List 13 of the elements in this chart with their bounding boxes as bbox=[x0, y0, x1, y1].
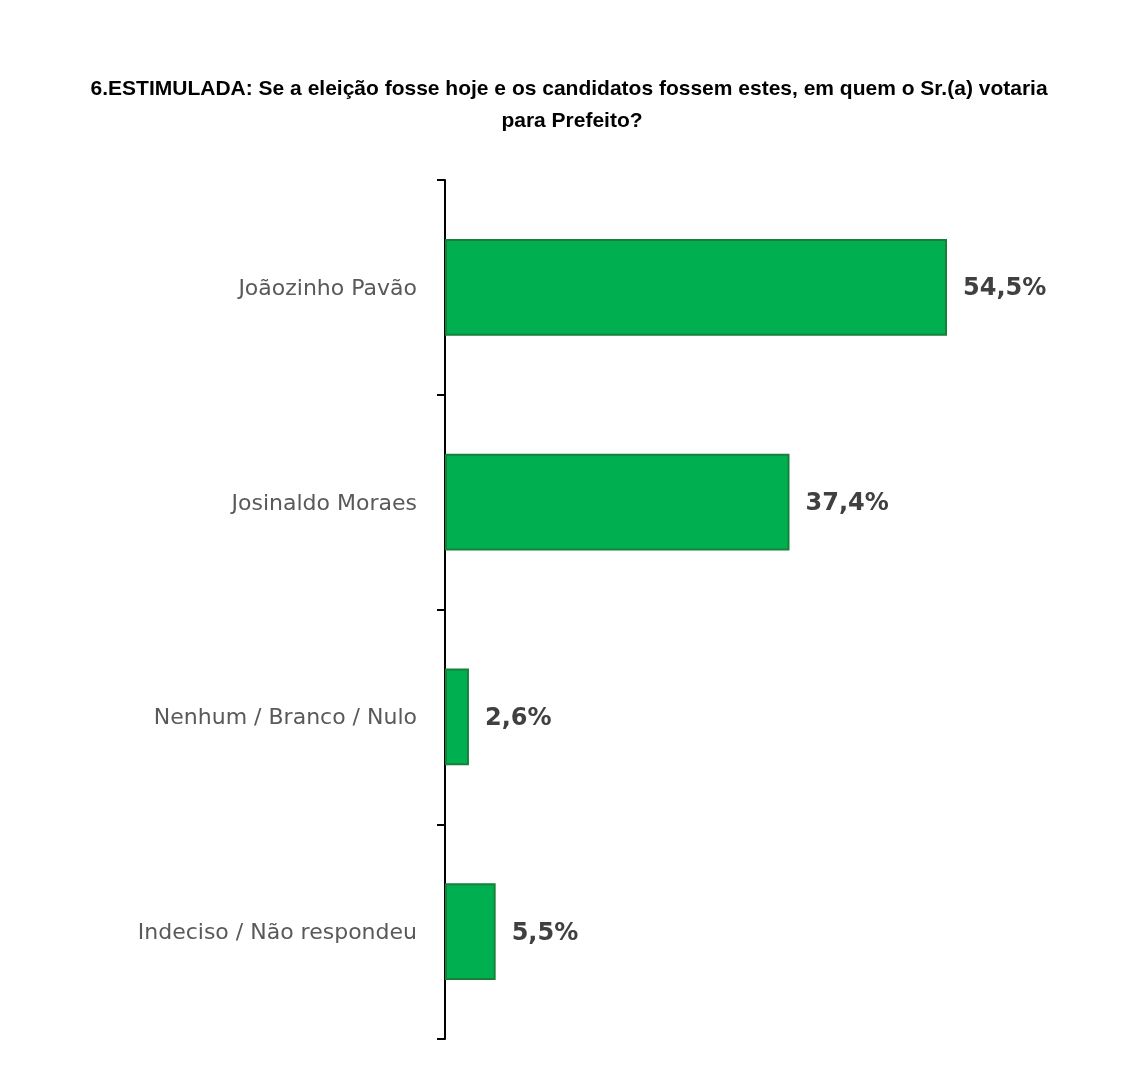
bar bbox=[445, 668, 469, 766]
bar bbox=[445, 883, 496, 980]
chart-title: 6.ESTIMULADA: Se a eleição fosse hoje e os candidatos fossem estes, em quem o Sr.(a) votaria para Prefeito? bbox=[90, 75, 1054, 131]
bar bbox=[445, 239, 947, 336]
y-tick-label: Nenhum / Branco / Nulo bbox=[153, 704, 417, 730]
data-label: 2,6% bbox=[484, 702, 552, 731]
data-label: 37,4% bbox=[805, 488, 889, 517]
y-tick-label: Josinaldo Moraes bbox=[229, 489, 417, 515]
y-tick-label: Joãozinho Pavão bbox=[236, 274, 417, 300]
data-label: 5,5% bbox=[511, 917, 579, 946]
y-tick-label: Indeciso / Não respondeu bbox=[137, 919, 417, 945]
data-label: 54,5% bbox=[963, 273, 1047, 302]
bar bbox=[445, 453, 790, 551]
